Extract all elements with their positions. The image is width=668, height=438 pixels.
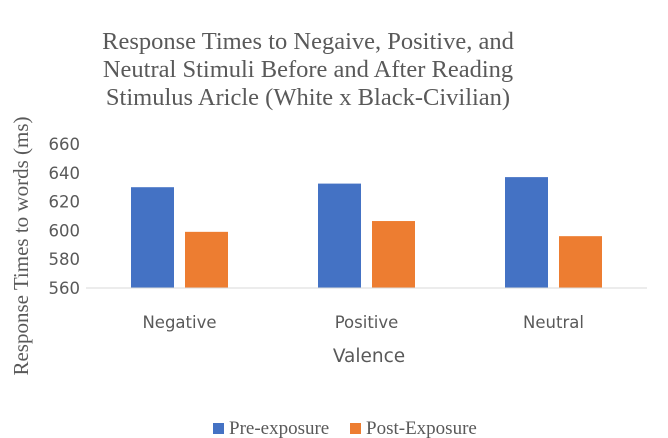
chart-title-line-2: Neutral Stimuli Before and After Reading — [103, 56, 513, 83]
legend-swatch-pre-exposure — [213, 423, 224, 434]
y-axis-ticks: 560 580 600 620 640 660 — [49, 135, 81, 298]
x-category-label: Negative — [142, 313, 216, 332]
y-tick-label: 640 — [49, 164, 81, 183]
x-axis-label: Valence — [333, 346, 405, 367]
bar-post-exposure-negative — [185, 231, 228, 288]
y-axis-label: Response Times to words (ms) — [9, 116, 33, 375]
x-axis-categories: Negative Positive Neutral — [142, 313, 583, 332]
y-tick-label: 660 — [49, 135, 81, 154]
bar-post-exposure-neutral — [559, 236, 602, 288]
chart-title-line-1: Response Times to Negaive, Positive, and — [102, 28, 514, 55]
legend: Pre-exposure Post-Exposure — [213, 418, 477, 438]
y-tick-label: 560 — [49, 279, 81, 298]
chart-title-line-3: Stimulus Aricle (White x Black-Civilian) — [106, 84, 510, 111]
legend-swatch-post-exposure — [350, 423, 361, 434]
y-tick-label: 620 — [49, 193, 81, 212]
bars — [131, 177, 602, 288]
y-tick-label: 600 — [49, 221, 81, 240]
bar-pre-exposure-positive — [318, 183, 361, 288]
bar-post-exposure-positive — [372, 221, 415, 288]
bar-pre-exposure-negative — [131, 187, 174, 288]
legend-label: Pre-exposure — [229, 418, 329, 438]
x-category-label: Neutral — [523, 313, 584, 332]
bar-pre-exposure-neutral — [505, 177, 548, 288]
legend-label: Post-Exposure — [366, 418, 477, 438]
y-tick-label: 580 — [49, 250, 81, 269]
x-category-label: Positive — [335, 313, 399, 332]
